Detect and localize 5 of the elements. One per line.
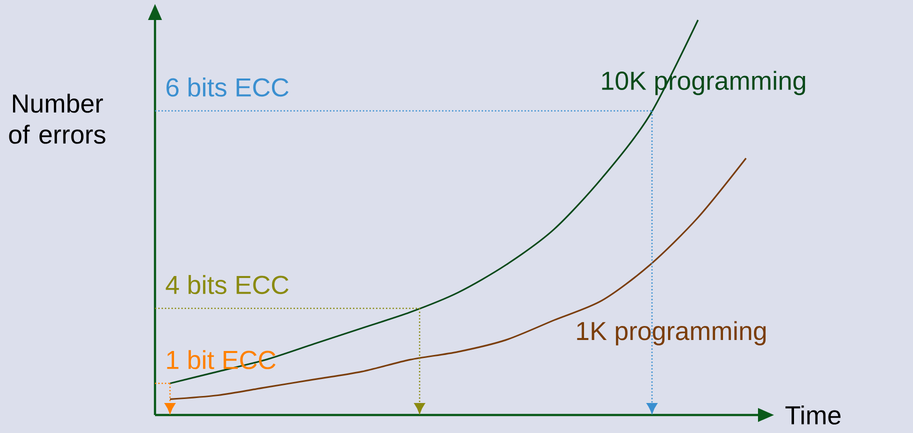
x-axis-title: Time (785, 405, 841, 425)
series-label: 1K programming (577, 321, 766, 346)
y-axis-title: Number of errors (9, 94, 106, 144)
ref-line-label: 4 bits ECC (166, 275, 288, 294)
ref-line-label: 6 bits ECC (166, 78, 288, 97)
